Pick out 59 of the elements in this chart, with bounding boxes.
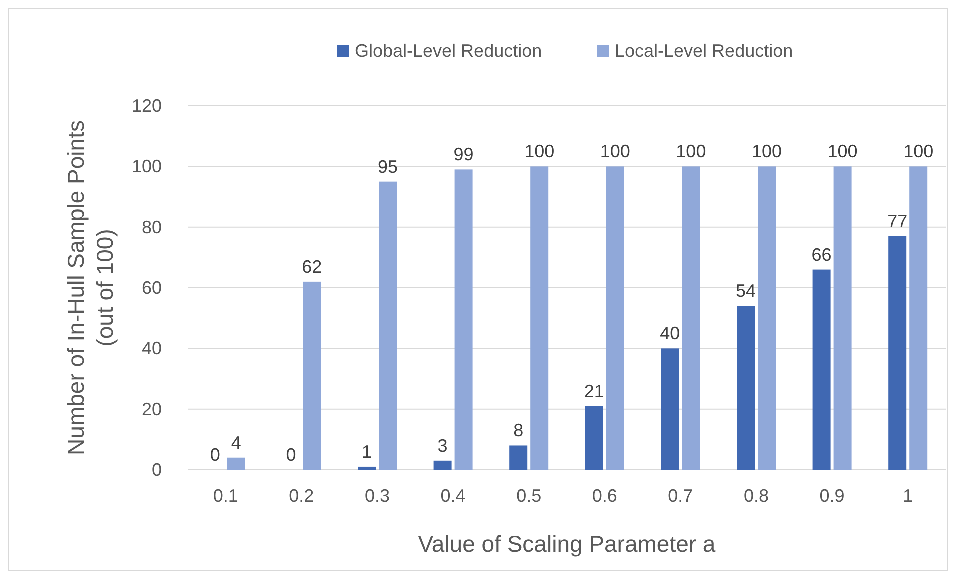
y-axis-title: Number of In-Hull Sample Points (out of 100) [63, 120, 118, 456]
data-label: 0 [210, 445, 220, 465]
data-label: 8 [514, 420, 524, 441]
data-label: 3 [438, 436, 448, 456]
bar [910, 166, 928, 470]
data-label: 1 [362, 442, 372, 462]
bar [737, 306, 755, 470]
bar [510, 446, 528, 470]
y-tick-label: 80 [142, 217, 162, 238]
bar [454, 170, 473, 470]
bar [434, 460, 452, 470]
bar [227, 458, 246, 470]
bar [379, 182, 397, 470]
x-tick-label: 0.1 [213, 486, 238, 506]
x-tick-label: 0.3 [364, 486, 390, 506]
x-tick-label: 0.6 [592, 486, 618, 506]
data-label: 99 [454, 144, 474, 165]
y-tick-label: 20 [142, 399, 162, 420]
data-label: 95 [378, 156, 398, 177]
y-tick-label: 120 [132, 96, 162, 116]
data-label: 62 [302, 256, 322, 277]
bar [812, 270, 831, 470]
y-tick-label: 40 [142, 338, 162, 359]
bar [585, 406, 604, 470]
legend-label: Global-Level Reduction [355, 41, 542, 61]
data-label: 100 [752, 142, 782, 162]
x-tick-label: 0.7 [668, 486, 694, 506]
x-tick-label: 0.8 [744, 486, 770, 506]
x-tick-label: 0.9 [820, 486, 845, 506]
x-axis-title: Value of Scaling Parameter a [418, 531, 716, 557]
bar [888, 236, 907, 470]
data-label: 100 [828, 142, 858, 162]
bar [606, 166, 624, 470]
data-label: 4 [231, 432, 242, 453]
data-label: 40 [660, 324, 680, 344]
data-label: 77 [888, 211, 908, 232]
bar [530, 166, 549, 470]
bar [682, 166, 700, 470]
x-tick-label: 0.5 [516, 486, 542, 506]
data-label: 100 [524, 142, 555, 162]
y-tick-label: 0 [152, 460, 162, 480]
bar [834, 166, 852, 470]
bar [758, 166, 776, 470]
data-label: 54 [736, 281, 756, 302]
legend-label: Local-Level Reduction [615, 41, 794, 61]
data-label: 100 [676, 142, 706, 162]
y-tick-label: 100 [132, 156, 162, 177]
bar [358, 466, 376, 470]
data-label: 66 [812, 244, 832, 265]
x-tick-label: 1 [903, 486, 914, 506]
bar [303, 282, 322, 470]
data-label: 0 [286, 445, 296, 465]
x-tick-label: 0.2 [289, 486, 314, 506]
y-tick-label: 60 [142, 278, 162, 298]
bar [661, 348, 680, 470]
data-label: 21 [584, 381, 604, 402]
data-label: 100 [600, 142, 630, 162]
data-label: 100 [904, 142, 934, 162]
x-tick-label: 0.4 [440, 486, 466, 506]
